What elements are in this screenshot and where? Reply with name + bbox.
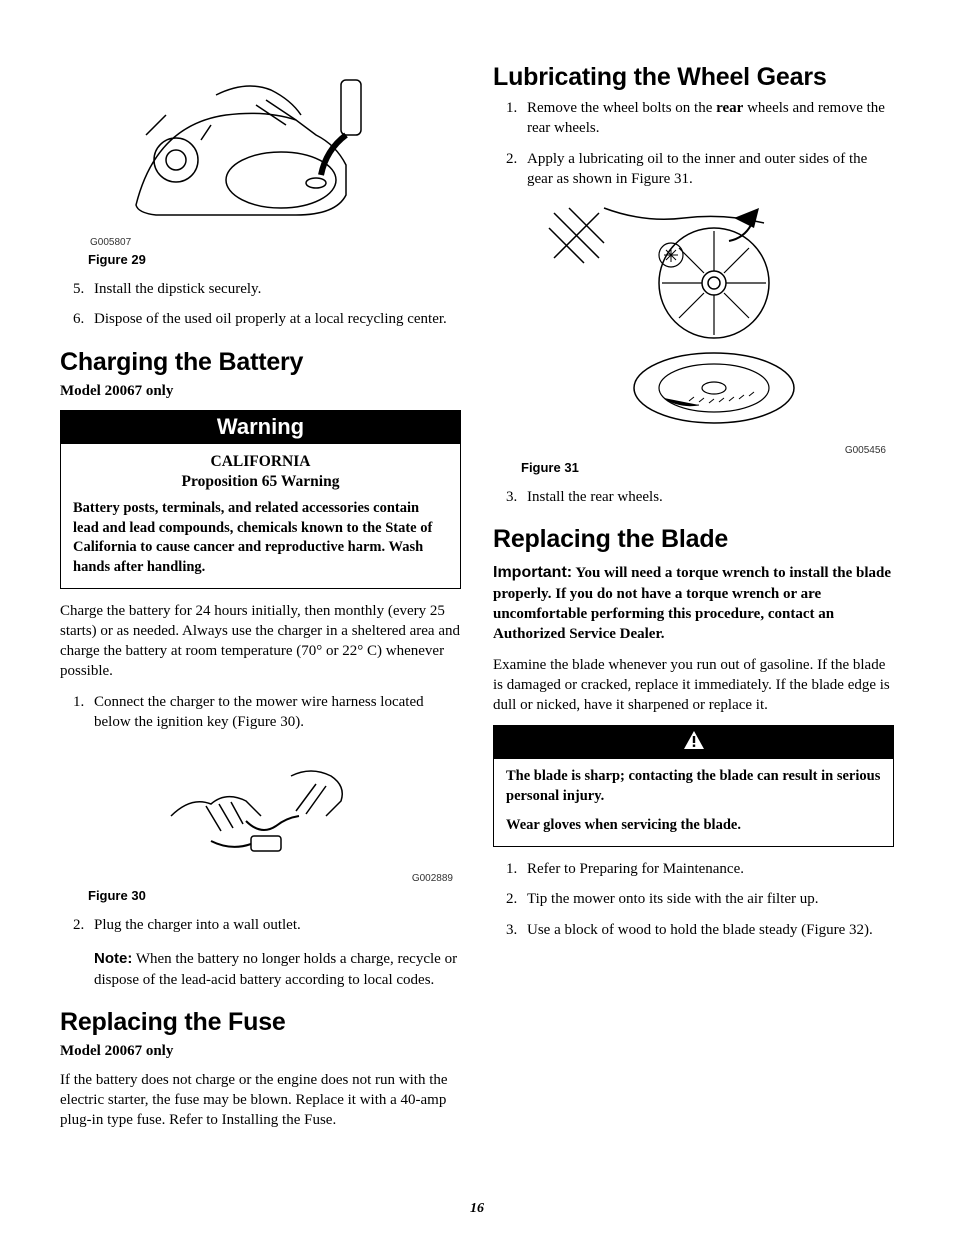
list-item: Apply a lubricating oil to the inner and… (521, 149, 894, 190)
lubricating-steps: Remove the wheel bolts on the rear wheel… (493, 98, 894, 189)
warning-subtitle-1: CALIFORNIA (211, 453, 311, 470)
model-note: Model 20067 only (60, 383, 461, 400)
section-replacing-fuse: Replacing the Fuse (60, 1008, 461, 1037)
figure-29: G005807 (60, 65, 461, 248)
figure-31-caption: Figure 31 (521, 460, 894, 475)
figure-31-id: G005456 (493, 443, 894, 456)
page-number: 16 (0, 1201, 954, 1217)
left-column: G005807 Figure 29 Install the dipstick s… (60, 55, 461, 1141)
lubricating-steps-3: Install the rear wheels. (493, 487, 894, 507)
figure-29-caption: Figure 29 (88, 252, 461, 267)
figure-30-id: G002889 (60, 871, 461, 884)
list-item: Install the rear wheels. (521, 487, 894, 507)
note-text: When the battery no longer holds a charg… (94, 951, 457, 987)
blade-important: Important: You will need a torque wrench… (493, 562, 894, 644)
charging-paragraph: Charge the battery for 24 hours initiall… (60, 601, 461, 682)
blade-warning-line1: The blade is sharp; contacting the blade… (506, 767, 881, 806)
list-item: Dispose of the used oil properly at a lo… (88, 309, 461, 329)
wheel-gear-lubrication-diagram (544, 203, 844, 438)
section-charging-battery: Charging the Battery (60, 348, 461, 377)
figure-29-id: G005807 (60, 235, 461, 248)
list-item: Connect the charger to the mower wire ha… (88, 692, 461, 733)
prop65-warning-box: Warning CALIFORNIA Proposition 65 Warnin… (60, 410, 461, 589)
engine-oil-drain-diagram (116, 65, 406, 230)
oil-steps-continued: Install the dipstick securely. Dispose o… (60, 279, 461, 330)
warning-subtitle-2: Proposition 65 Warning (182, 473, 340, 490)
section-replacing-blade: Replacing the Blade (493, 525, 894, 554)
figure-31: G005456 (493, 203, 894, 456)
warning-body-text: Battery posts, terminals, and related ac… (73, 499, 448, 577)
blade-warning-line2: Wear gloves when servicing the blade. (506, 816, 881, 836)
blade-steps: Refer to Preparing for Maintenance. Tip … (493, 859, 894, 940)
fuse-paragraph: If the battery does not charge or the en… (60, 1070, 461, 1131)
list-item: Plug the charger into a wall outlet. (88, 915, 461, 935)
figure-30-caption: Figure 30 (88, 888, 461, 903)
list-item: Install the dipstick securely. (88, 279, 461, 299)
blade-warning-box: The blade is sharp; contacting the blade… (493, 725, 894, 847)
important-label: Important: (493, 564, 572, 581)
charging-steps: Connect the charger to the mower wire ha… (60, 692, 461, 733)
list-item: Use a block of wood to hold the blade st… (521, 920, 894, 940)
charging-steps-2: Plug the charger into a wall outlet. (60, 915, 461, 935)
list-item: Refer to Preparing for Maintenance. (521, 859, 894, 879)
right-column: Lubricating the Wheel Gears Remove the w… (493, 55, 894, 1141)
warning-header: Warning (61, 411, 460, 444)
list-item: Tip the mower onto its side with the air… (521, 889, 894, 909)
figure-30: G002889 (60, 746, 461, 884)
section-lubricating-wheel-gears: Lubricating the Wheel Gears (493, 63, 894, 92)
list-item: Remove the wheel bolts on the rear wheel… (521, 98, 894, 139)
battery-note: Note: When the battery no longer holds a… (94, 949, 461, 990)
charger-connection-diagram (151, 746, 371, 866)
fuse-model-note: Model 20067 only (60, 1043, 461, 1060)
blade-paragraph: Examine the blade whenever you run out o… (493, 655, 894, 716)
note-label: Note: (94, 950, 132, 967)
warning-icon-header (494, 726, 893, 759)
alert-triangle-icon (683, 730, 705, 750)
